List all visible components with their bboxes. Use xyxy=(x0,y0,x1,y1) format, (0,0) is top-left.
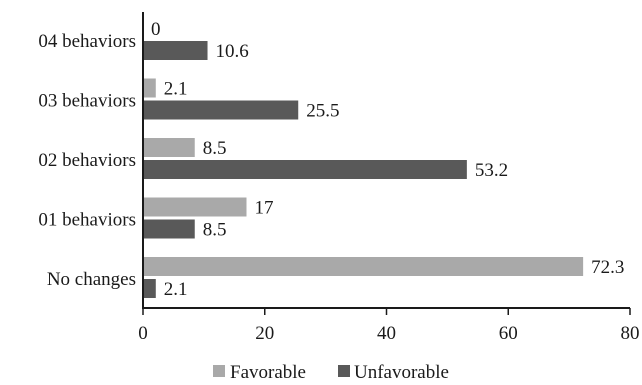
data-label: 0 xyxy=(151,19,161,40)
x-axis-ticks: 0 20 40 60 80 xyxy=(138,308,640,344)
data-label: 8.5 xyxy=(203,138,227,159)
x-tick-label: 40 xyxy=(377,323,396,344)
data-label: 72.3 xyxy=(591,257,624,278)
data-label: 25.5 xyxy=(306,101,339,122)
legend-label-favorable: Favorable xyxy=(230,362,306,383)
unfavorable-bar xyxy=(143,160,467,179)
favorable-bar xyxy=(143,138,195,157)
unfavorable-bar xyxy=(143,100,299,120)
bars xyxy=(143,41,584,298)
data-label: 10.6 xyxy=(216,41,249,62)
legend: Favorable Unfavorable xyxy=(213,362,449,383)
x-tick-label: 80 xyxy=(621,323,640,344)
category-labels: 04 behaviors 03 behaviors 02 behaviors 01 b… xyxy=(38,31,136,290)
data-label: 2.1 xyxy=(164,279,188,300)
legend-swatch-favorable xyxy=(213,365,225,377)
unfavorable-bar xyxy=(143,279,156,298)
legend-swatch-unfavorable xyxy=(338,365,350,377)
category-label: No changes xyxy=(47,269,136,290)
data-label: 2.1 xyxy=(164,79,188,100)
unfavorable-bar xyxy=(143,41,208,60)
category-label: 01 behaviors xyxy=(38,210,136,231)
category-label: 02 behaviors xyxy=(38,150,136,171)
data-labels: 0 10.6 2.1 25.5 8.5 53.2 17 8.5 72.3 2.1 xyxy=(151,19,624,300)
x-tick-label: 0 xyxy=(138,323,148,344)
x-tick-label: 20 xyxy=(255,323,274,344)
data-label: 17 xyxy=(254,198,273,219)
x-tick-label: 60 xyxy=(499,323,518,344)
category-label: 03 behaviors xyxy=(38,91,136,112)
favorable-bar xyxy=(143,257,584,276)
category-label: 04 behaviors xyxy=(38,31,136,52)
data-label: 53.2 xyxy=(475,160,508,181)
favorable-bar xyxy=(143,78,156,98)
unfavorable-bar xyxy=(143,219,195,239)
favorable-bar xyxy=(143,197,247,217)
data-label: 8.5 xyxy=(203,220,227,241)
legend-label-unfavorable: Unfavorable xyxy=(354,362,449,383)
